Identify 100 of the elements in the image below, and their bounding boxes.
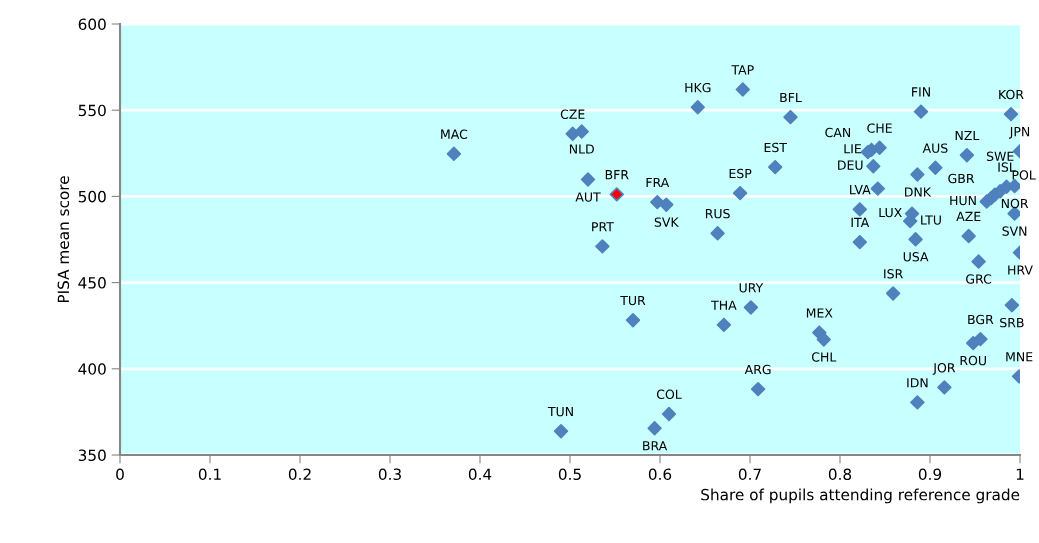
annotation: COL <box>656 389 682 400</box>
annotation: SWE <box>986 151 1014 162</box>
point <box>732 185 748 201</box>
annotation: TUN <box>547 407 573 417</box>
x-tick-label: 0.8 <box>828 468 852 481</box>
point <box>750 381 766 397</box>
y-axis-title: PISA mean score <box>57 176 70 303</box>
annotation: GRC <box>966 274 992 284</box>
point <box>885 286 901 301</box>
annotation: HRV <box>1008 265 1033 275</box>
x-tick-label: 0 <box>116 468 124 481</box>
point <box>580 172 596 187</box>
annotation: LUX <box>879 207 902 218</box>
y-tick-label: 550 <box>78 104 106 117</box>
point <box>661 406 677 422</box>
point <box>816 332 831 347</box>
annotation: AUT <box>575 192 601 202</box>
x-tick-label: 0.2 <box>288 468 311 481</box>
y-tick-label: 450 <box>78 277 106 289</box>
annotation: ESP <box>729 168 752 179</box>
y-tick-label: 500 <box>78 190 106 203</box>
y-tick-label: 600 <box>78 18 106 31</box>
point <box>595 239 610 254</box>
annotation: POL <box>1012 170 1036 180</box>
annotation: BRA <box>643 441 668 451</box>
point <box>1003 106 1019 122</box>
annotation: BGR <box>968 314 994 325</box>
annotation: SVN <box>1002 226 1027 236</box>
annotation: HKG <box>685 82 711 93</box>
x-tick-label: 1 <box>1016 468 1024 480</box>
annotation: DEU <box>838 160 863 170</box>
point <box>446 146 462 162</box>
point <box>647 421 662 436</box>
point <box>910 395 925 410</box>
x-tick-label: 0.1 <box>198 468 221 481</box>
annotation: ISL <box>998 162 1016 172</box>
annotation: FIN <box>912 87 930 97</box>
point <box>768 159 783 175</box>
annotation: ISR <box>884 269 903 279</box>
annotation: AZE <box>956 211 981 221</box>
point <box>609 187 624 202</box>
annotation: KOR <box>999 89 1024 100</box>
point <box>910 167 925 182</box>
x-tick-label: 0.4 <box>468 468 492 481</box>
point <box>870 181 885 196</box>
annotation: MNE <box>1006 352 1033 362</box>
x-tick-label: 0.5 <box>558 468 581 481</box>
annotation: NLD <box>569 144 594 154</box>
annotation: RUS <box>705 208 730 219</box>
annotation: IDN <box>907 378 928 388</box>
point <box>908 232 923 247</box>
annotation: AUS <box>922 143 948 153</box>
annotation: CHE <box>867 123 892 133</box>
annotation: NZL <box>955 130 980 141</box>
annotation: BFR <box>605 170 629 180</box>
annotation: ARG <box>744 364 771 375</box>
annotation: GBR <box>948 173 975 184</box>
point <box>937 380 952 395</box>
annotation: HUN <box>950 195 976 206</box>
annotation: ROU <box>960 355 986 366</box>
x-tick-label: 0.9 <box>918 468 942 481</box>
point <box>743 300 759 315</box>
annotation: URY <box>739 283 764 293</box>
point <box>959 147 975 163</box>
point <box>553 424 569 439</box>
x-tick-label: 0.7 <box>738 468 761 481</box>
annotation: LVA <box>850 185 871 195</box>
annotation: LIE <box>844 144 861 154</box>
annotation: DNK <box>905 187 932 197</box>
point <box>866 159 881 174</box>
annotation: SVK <box>654 217 679 227</box>
annotation: PRT <box>592 222 614 232</box>
point <box>783 109 798 125</box>
annotation: EST <box>764 142 787 153</box>
point <box>716 317 732 333</box>
point <box>913 104 929 119</box>
point <box>574 124 589 139</box>
point <box>659 197 674 212</box>
annotation: TUR <box>620 295 646 306</box>
x-tick-label: 0.3 <box>378 468 401 481</box>
point <box>928 160 943 175</box>
annotation: ITA <box>851 217 870 227</box>
y-tick-label: 400 <box>78 363 106 375</box>
y-tick-label: 350 <box>78 449 106 462</box>
annotation: CAN <box>825 127 850 138</box>
point <box>625 312 641 328</box>
annotation: TAP <box>731 65 754 75</box>
point <box>1004 297 1020 313</box>
annotation: MEX <box>806 308 833 318</box>
x-tick-label: 0.6 <box>648 468 672 481</box>
x-axis-title: Share of pupils attending reference grade <box>701 488 1020 504</box>
point <box>735 82 750 97</box>
point <box>971 254 986 269</box>
point <box>852 202 867 217</box>
annotation: USA <box>903 252 929 262</box>
annotation: BFL <box>780 92 802 102</box>
annotation: CZE <box>560 109 585 119</box>
annotation: SRB <box>1000 317 1024 328</box>
annotation: CHL <box>811 352 837 362</box>
annotation: FRA <box>646 177 670 187</box>
